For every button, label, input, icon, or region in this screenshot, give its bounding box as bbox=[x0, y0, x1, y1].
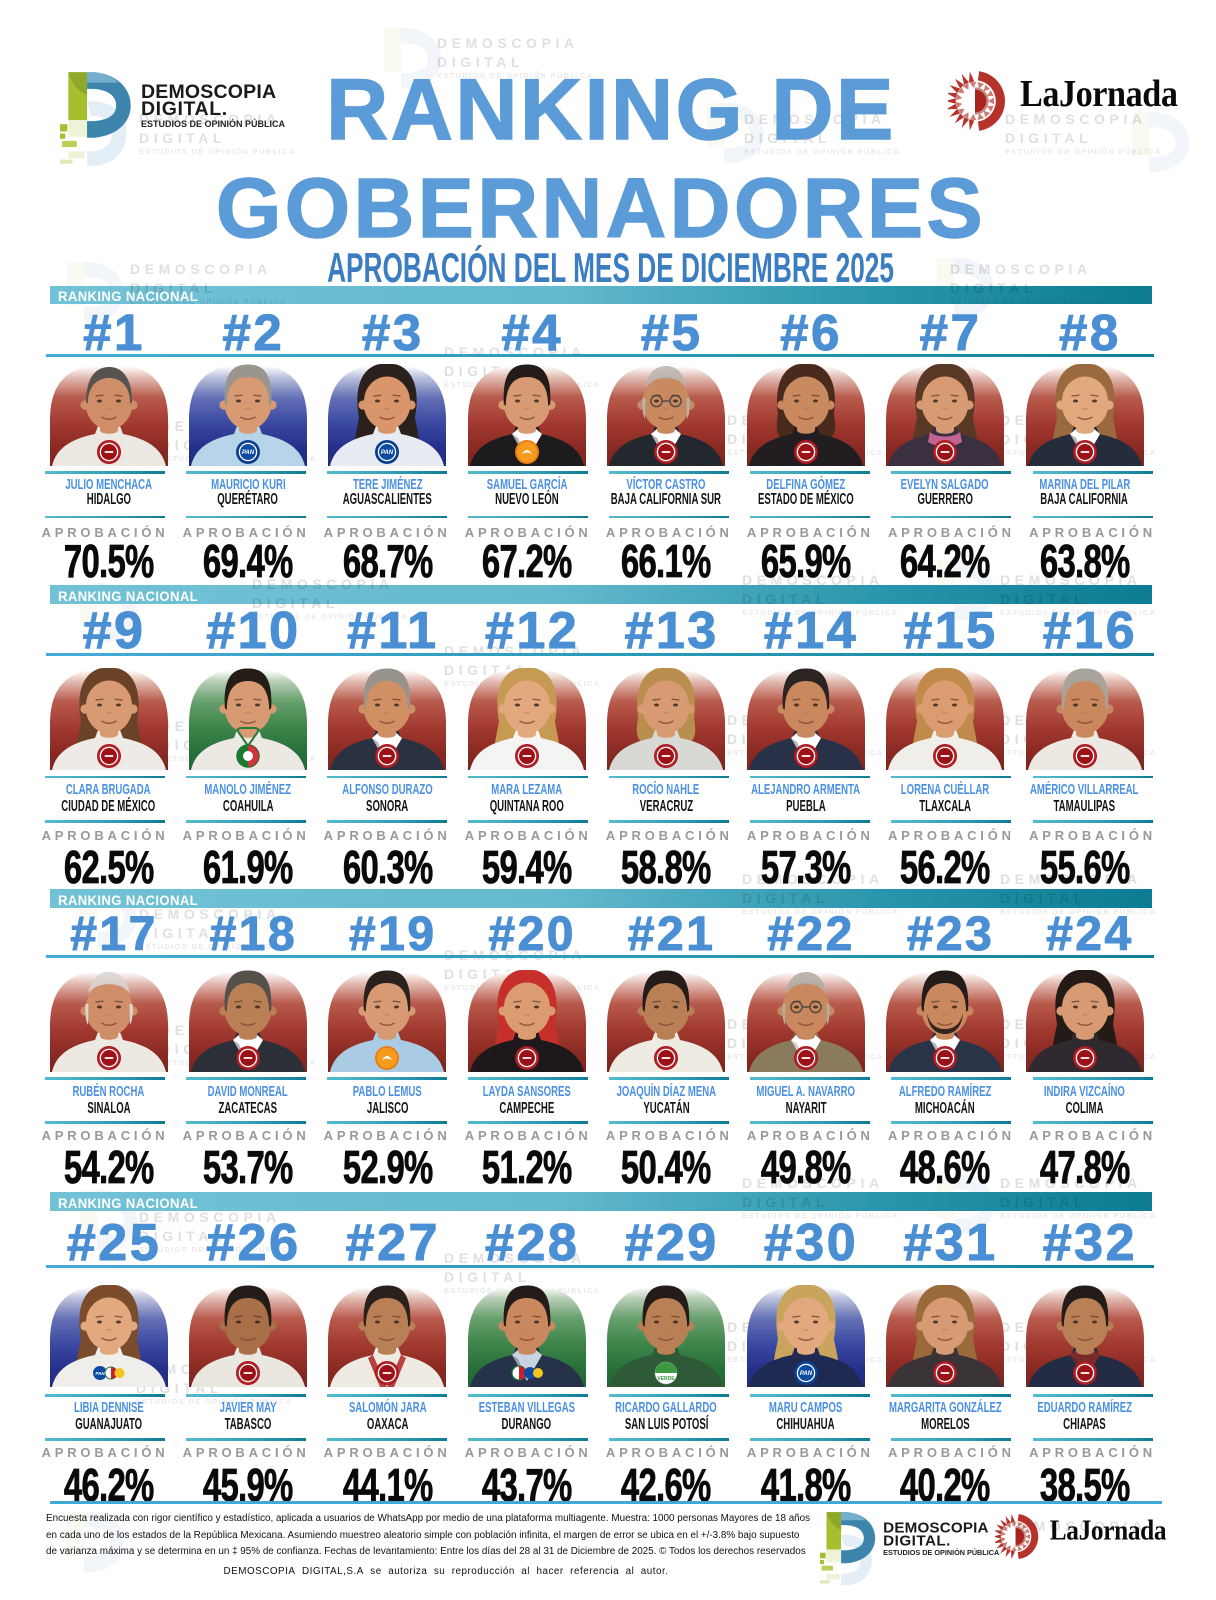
svg-text:PAN: PAN bbox=[799, 1371, 812, 1377]
svg-text:PAN: PAN bbox=[95, 1371, 105, 1376]
svg-text:VERDE: VERDE bbox=[658, 1376, 676, 1382]
svg-text:PAN: PAN bbox=[242, 450, 255, 456]
svg-text:PAN: PAN bbox=[381, 450, 394, 456]
